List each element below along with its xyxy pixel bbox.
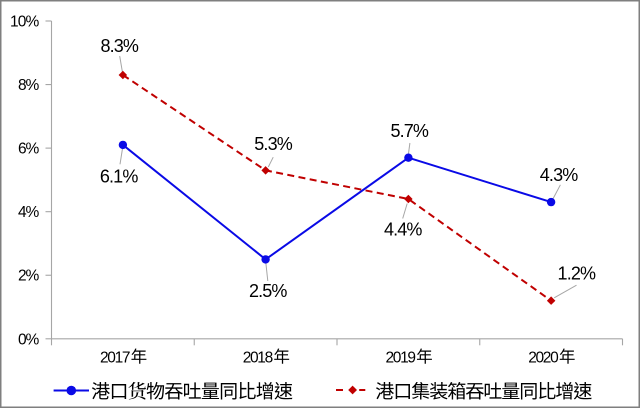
svg-text:2017: 2017 [100,349,131,366]
svg-text:4%: 4% [18,204,40,221]
svg-text:5.7%: 5.7% [390,121,429,141]
svg-text:4.4%: 4.4% [384,220,423,240]
svg-text:2.5%: 2.5% [249,281,288,301]
svg-text:5.3%: 5.3% [254,134,293,154]
svg-text:8.3%: 8.3% [100,36,139,56]
svg-text:0%: 0% [18,331,40,348]
svg-text:2018: 2018 [243,349,274,366]
svg-text:10%: 10% [10,14,40,31]
svg-text:6%: 6% [18,141,40,158]
svg-text:2020: 2020 [528,349,559,366]
svg-text:4.3%: 4.3% [540,165,579,185]
svg-text:1.2%: 1.2% [558,263,597,283]
svg-text:2%: 2% [18,268,40,285]
svg-text:6.1%: 6.1% [100,166,139,186]
svg-text:8%: 8% [18,77,40,94]
svg-text:2019: 2019 [386,349,417,366]
